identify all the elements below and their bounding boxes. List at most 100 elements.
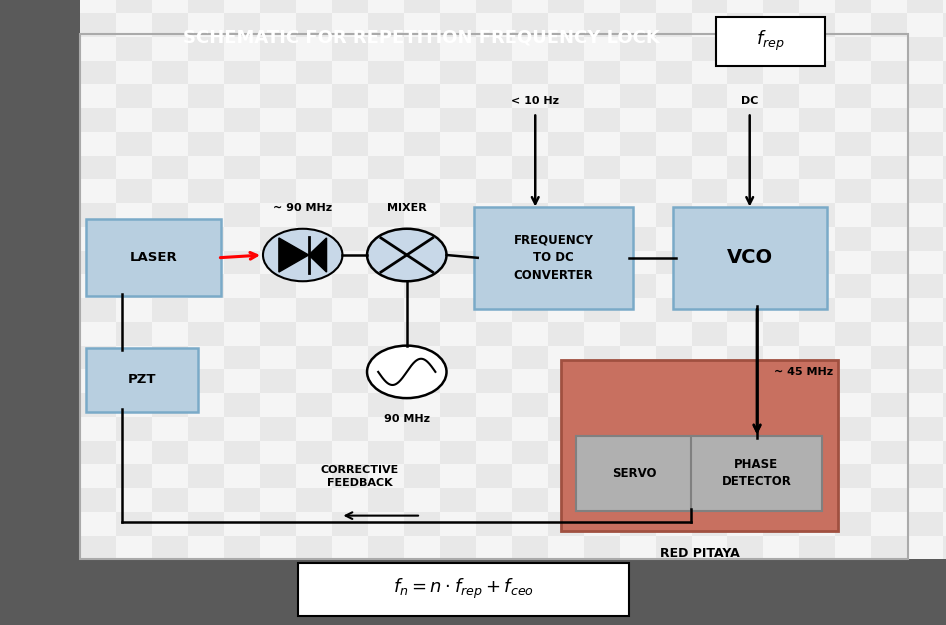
Bar — [692, 346, 727, 369]
Bar — [296, 61, 332, 84]
Bar — [116, 84, 152, 108]
Bar — [440, 0, 476, 13]
Bar — [548, 464, 584, 488]
Bar — [188, 203, 224, 227]
Bar — [835, 108, 871, 132]
Bar — [116, 61, 152, 84]
Bar — [584, 322, 620, 346]
Bar — [656, 227, 692, 251]
Bar — [476, 156, 512, 179]
Bar — [116, 179, 152, 203]
Bar — [296, 441, 332, 464]
Bar — [512, 132, 548, 156]
Bar — [763, 251, 799, 274]
Bar — [727, 108, 763, 132]
Bar — [404, 0, 440, 13]
Bar — [656, 203, 692, 227]
Bar — [907, 274, 943, 298]
Bar — [907, 13, 943, 37]
Bar — [296, 512, 332, 536]
Bar — [440, 322, 476, 346]
Bar — [620, 84, 656, 108]
Bar — [512, 13, 548, 37]
Bar — [871, 274, 907, 298]
Bar — [656, 251, 692, 274]
Bar — [296, 13, 332, 37]
Bar — [799, 298, 835, 322]
Bar — [584, 512, 620, 536]
Bar — [440, 156, 476, 179]
Bar — [512, 346, 548, 369]
Bar — [260, 156, 296, 179]
Bar — [80, 488, 116, 512]
Bar — [584, 37, 620, 61]
Bar — [548, 393, 584, 417]
Bar — [835, 441, 871, 464]
Bar — [224, 0, 260, 13]
Bar — [835, 251, 871, 274]
Bar — [620, 132, 656, 156]
Bar — [512, 227, 548, 251]
Bar — [943, 61, 946, 84]
Bar — [152, 108, 188, 132]
Bar — [188, 156, 224, 179]
Bar — [692, 512, 727, 536]
Bar — [188, 13, 224, 37]
Bar — [116, 322, 152, 346]
Bar — [476, 203, 512, 227]
Bar — [368, 13, 404, 37]
Text: SCHEMATIC FOR REPETITION FREQUENCY LOCK: SCHEMATIC FOR REPETITION FREQUENCY LOCK — [183, 29, 659, 46]
Bar — [116, 203, 152, 227]
Bar — [224, 84, 260, 108]
Bar — [727, 132, 763, 156]
Bar — [368, 84, 404, 108]
Bar — [656, 512, 692, 536]
Bar — [620, 512, 656, 536]
Bar — [476, 13, 512, 37]
Bar — [692, 13, 727, 37]
Bar — [152, 274, 188, 298]
Bar — [404, 274, 440, 298]
Bar — [584, 203, 620, 227]
Bar — [763, 274, 799, 298]
Bar — [368, 417, 404, 441]
Bar — [188, 37, 224, 61]
Bar — [476, 227, 512, 251]
Bar — [620, 464, 656, 488]
Bar — [620, 251, 656, 274]
Text: VCO: VCO — [727, 248, 773, 268]
Bar — [907, 393, 943, 417]
Bar — [224, 179, 260, 203]
Bar — [260, 13, 296, 37]
Bar — [763, 13, 799, 37]
Bar — [763, 464, 799, 488]
Bar — [692, 369, 727, 393]
Bar — [476, 417, 512, 441]
Bar — [871, 251, 907, 274]
Bar — [404, 179, 440, 203]
Bar — [943, 227, 946, 251]
Bar — [476, 37, 512, 61]
Bar — [368, 227, 404, 251]
Bar — [727, 203, 763, 227]
Bar — [188, 84, 224, 108]
Bar — [80, 464, 116, 488]
Bar — [620, 441, 656, 464]
Bar — [512, 536, 548, 559]
Bar — [404, 298, 440, 322]
Bar — [620, 0, 656, 13]
Bar — [620, 203, 656, 227]
Bar — [763, 298, 799, 322]
Bar — [656, 132, 692, 156]
Bar — [727, 512, 763, 536]
Bar — [907, 346, 943, 369]
Bar — [871, 227, 907, 251]
Bar — [763, 441, 799, 464]
Bar — [763, 346, 799, 369]
Bar — [116, 441, 152, 464]
Bar — [440, 512, 476, 536]
FancyBboxPatch shape — [86, 219, 221, 296]
Bar — [548, 251, 584, 274]
Bar — [584, 227, 620, 251]
Bar — [584, 61, 620, 84]
